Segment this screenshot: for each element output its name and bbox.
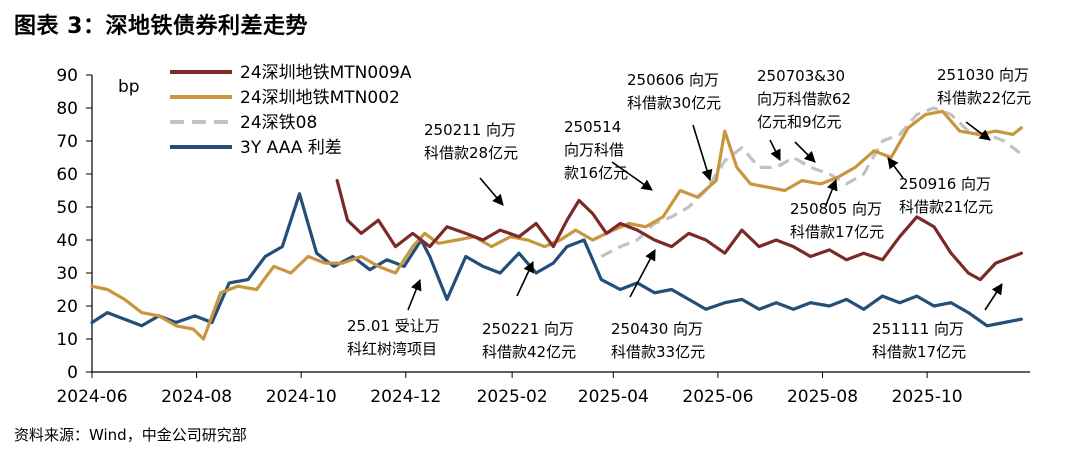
annotation-line: 250703&30 [757, 67, 845, 85]
chart-title: 图表 3：深地铁债券利差走势 [14, 14, 308, 39]
annotation-arrow [629, 249, 656, 298]
annotation-line: 250514 [564, 118, 621, 136]
y-tick-label: 90 [56, 66, 78, 86]
annotation-9: 250430 向万科借款33亿元 [611, 320, 705, 361]
x-tick-label: 2024-08 [161, 387, 232, 407]
y-tick-label: 0 [67, 363, 78, 383]
annotation-arrow [825, 178, 838, 206]
annotation-5: 250916 向万科借款21亿元 [899, 175, 993, 216]
y-axis: 0 10 20 30 40 50 60 70 80 90 [56, 66, 93, 383]
y-tick-label: 70 [56, 132, 78, 152]
annotation-arrow [887, 157, 904, 179]
annotation-line: 款16亿元 [564, 164, 628, 182]
annotation-8: 250221 向万科借款42亿元 [482, 320, 576, 361]
annotation-0: 250211 向万科借款28亿元 [424, 121, 518, 162]
annotation-10: 251111 向万科借款17亿元 [872, 320, 966, 361]
annotation-arrow [965, 121, 991, 141]
annotation-line: 科借款33亿元 [611, 343, 705, 361]
y-axis-unit-label: bp [118, 77, 140, 97]
y-tick-label: 30 [56, 264, 78, 284]
annotation-1: 250514 向万科借款16亿元 [564, 118, 628, 182]
annotation-line: 科借款42亿元 [482, 343, 576, 361]
annotation-arrow [794, 141, 816, 163]
annotation-line: 250916 向万 [899, 175, 991, 193]
annotation-line: 科借款30亿元 [627, 94, 721, 112]
annotation-line: 250606 向万 [627, 71, 719, 89]
annotation-2: 250606 向万科借款30亿元 [627, 71, 721, 112]
annotation-3: 250703&30 向万科借款62 亿元和9亿元 [757, 67, 851, 131]
annotation-line: 250211 向万 [424, 121, 516, 139]
legend-label-1: 24深圳地铁MTN002 [240, 88, 400, 108]
series-layer [90, 106, 1024, 341]
annotation-line: 251111 向万 [872, 320, 964, 338]
annotation-4: 251030 向万科借款22亿元 [937, 66, 1031, 107]
annotation-line: 科红树湾项目 [347, 340, 437, 358]
series-line-2 [600, 106, 1023, 258]
y-tick-label: 50 [56, 198, 78, 218]
annotation-arrow [984, 283, 1003, 311]
series-line-1 [90, 109, 1024, 341]
legend-label-0: 24深圳地铁MTN009A [240, 63, 412, 83]
legend: 24深圳地铁MTN009A 24深圳地铁MTN002 24深铁08 3Y AAA 利差 [170, 63, 412, 158]
annotation-line: 科借款21亿元 [899, 198, 993, 216]
annotation-arrow [611, 161, 653, 191]
y-tick-label: 10 [56, 330, 78, 350]
annotation-line: 250430 向万 [611, 320, 703, 338]
legend-label-2: 24深铁08 [240, 113, 317, 133]
x-tick-label: 2025-10 [892, 387, 963, 407]
annotation-arrow [692, 124, 713, 182]
annotation-line: 251030 向万 [937, 66, 1029, 84]
annotation-arrow [407, 278, 422, 311]
x-axis: 2024-06 2024-08 2024-10 2024-12 2025-02 2025-… [56, 371, 1030, 407]
x-tick-label: 2025-08 [787, 387, 858, 407]
x-tick-label: 2024-12 [370, 387, 441, 407]
annotation-line: 科借款28亿元 [424, 144, 518, 162]
series-line-3 [90, 192, 1024, 328]
x-tick-label: 2025-04 [578, 387, 649, 407]
x-tick-label: 2024-10 [266, 387, 337, 407]
annotation-7: 25.01 受让万科红树湾项目 [347, 317, 440, 358]
annotation-arrow [769, 139, 781, 162]
y-tick-label: 40 [56, 231, 78, 251]
annotation-line: 向万科借 [564, 141, 624, 159]
x-tick-label: 2025-02 [477, 387, 548, 407]
annotation-line: 25.01 受让万 [347, 317, 440, 335]
y-tick-label: 60 [56, 165, 78, 185]
annotation-line: 科借款22亿元 [937, 89, 1031, 107]
annotation-line: 科借款17亿元 [872, 343, 966, 361]
annotation-line: 亿元和9亿元 [757, 113, 842, 131]
y-tick-label: 20 [56, 297, 78, 317]
annotation-layer: 250211 向万科借款28亿元 250514 向万科借款16亿元 250606 向万… [347, 66, 1031, 361]
x-tick-label: 2024-06 [56, 387, 127, 407]
annotation-arrow [516, 260, 534, 297]
annotation-line: 250221 向万 [482, 320, 574, 338]
annotation-6: 250805 向万科借款17亿元 [790, 200, 884, 241]
y-tick-label: 80 [56, 99, 78, 119]
annotation-line: 科借款17亿元 [790, 223, 884, 241]
annotation-arrow [479, 177, 504, 206]
x-tick-label: 2025-06 [682, 387, 753, 407]
series-line-0 [335, 179, 1024, 282]
annotation-line: 向万科借款62 [757, 90, 851, 108]
legend-label-3: 3Y AAA 利差 [240, 138, 342, 158]
source-note: 资料来源：Wind，中金公司研究部 [14, 426, 247, 444]
annotation-line: 250805 向万 [790, 200, 882, 218]
